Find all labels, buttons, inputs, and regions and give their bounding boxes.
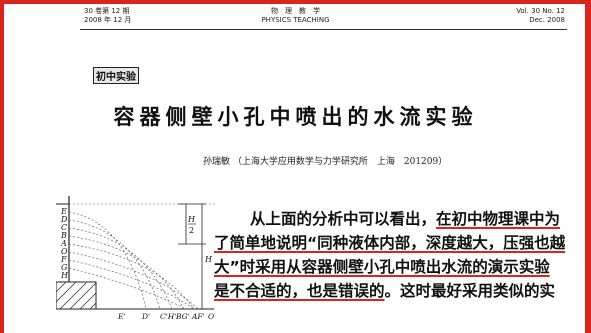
body-line-3: 大”时采用从容器侧壁小孔中喷出水流的演示实验 (214, 255, 586, 279)
full-h-label: H (204, 255, 213, 264)
label-b: B (60, 231, 67, 240)
label-h: H (60, 271, 69, 280)
journal-name-cn: 物 理 教 学 (271, 7, 320, 15)
body-line-2: 了简单地说明“同种液体内部，深度越大，压强也越 (214, 231, 586, 255)
label-c: C (61, 223, 67, 232)
journal-issue: 30 卷第 12 期 2008 年 12 月 (84, 7, 131, 25)
highlight-1: 在初中物理课中为 (436, 210, 561, 228)
half-h-denominator: 2 (189, 226, 194, 235)
issue-date: 2008 年 12 月 (84, 16, 132, 24)
header-rule (80, 29, 567, 30)
bottom-labels: E' D' C'H' BG' AF' O (117, 312, 214, 321)
label-af-prime: AF' (191, 312, 205, 321)
article-body: 从上面的分析中可以看出，在初中物理课中为 了简单地说明“同种液体内部，深度越大，… (214, 207, 586, 303)
journal-volume-en: Vol. 30 No. 12 Dec. 2008 (516, 7, 565, 25)
label-f: F (60, 255, 67, 264)
highlight-2: 了简单地说明“同种液体内部，深度越大，压强也越 (214, 234, 566, 252)
label-d-prime: D' (141, 312, 150, 321)
date-en: Dec. 2008 (529, 16, 565, 24)
label-e: E (60, 207, 67, 216)
height-labels: H 2 H (187, 215, 213, 264)
journal-name-en: PHYSICS TEACHING (261, 16, 330, 24)
label-o-bottom: O (208, 312, 214, 321)
journal-name: 物 理 教 学 PHYSICS TEACHING (0, 7, 591, 25)
body-line-4: 是不合适的，也是错误的。这时最好采用类似的实 (214, 282, 556, 300)
jet-trajectories (68, 211, 199, 310)
highlight-4: 是不合适的，也是错误的 (214, 282, 385, 300)
dimension-lines (178, 203, 206, 309)
container-figure: E D C B A O F G H E' D' C'H' BG' AF' O H… (56, 196, 216, 321)
column-tag: 初中实验 (93, 67, 139, 84)
label-o: O (61, 247, 68, 256)
left-labels: E D C B A O F G H (60, 207, 69, 280)
author-line: 孙瑞敏 （上海大学应用数学与力学研究所 上海 201209） (203, 157, 448, 167)
body-line-1: 从上面的分析中可以看出，在初中物理课中为 (250, 210, 561, 228)
label-ch-prime: C'H' (160, 312, 176, 321)
label-e-prime: E' (117, 312, 126, 321)
volume-en: Vol. 30 No. 12 (516, 7, 565, 15)
issue-volume: 30 卷第 12 期 (84, 7, 130, 15)
article-title: 容器侧壁小孔中喷出的水流实验 (113, 104, 478, 129)
label-d: D (60, 215, 68, 224)
highlight-3: 大”时采用从容器侧壁小孔中喷出水流的演示实验 (214, 258, 550, 276)
label-bg-prime: BG' (175, 312, 190, 321)
half-h-numerator: H (187, 215, 196, 224)
label-g: G (61, 263, 68, 272)
label-a: A (60, 239, 67, 248)
